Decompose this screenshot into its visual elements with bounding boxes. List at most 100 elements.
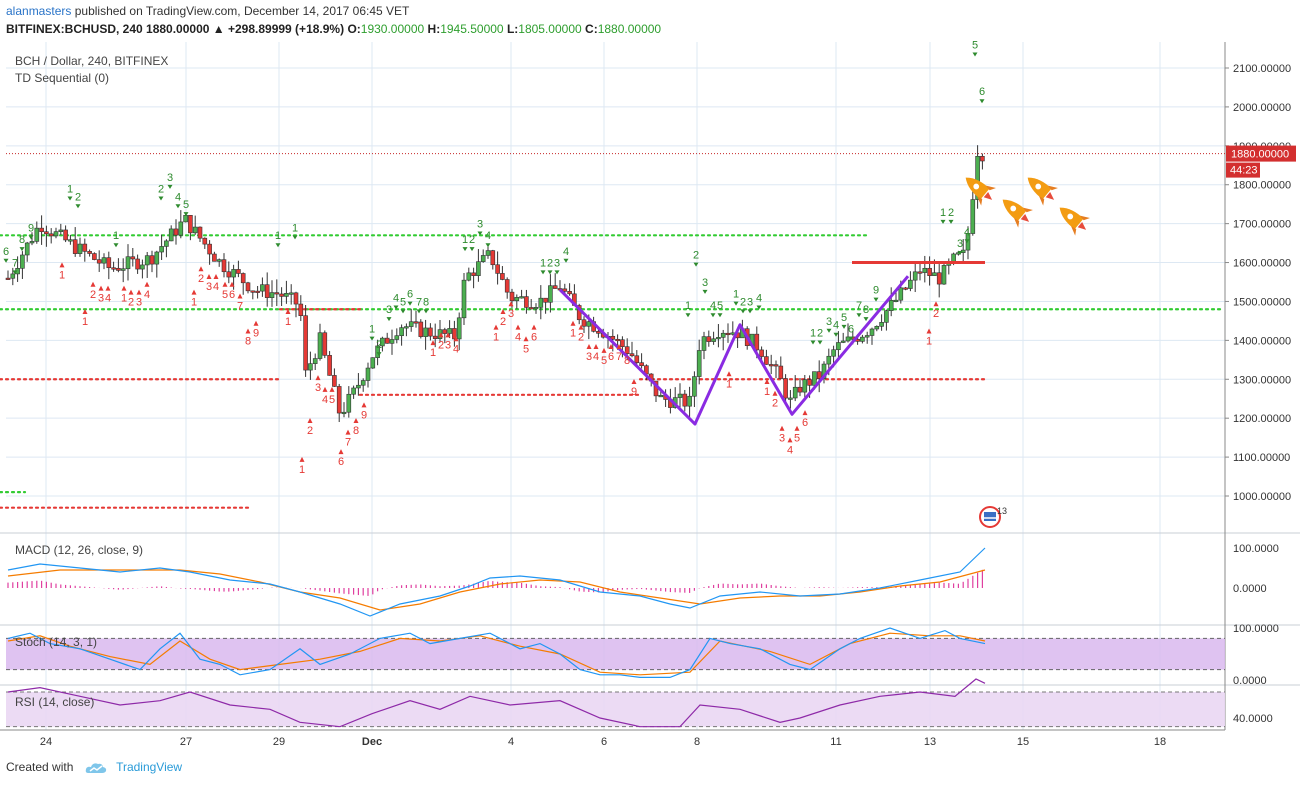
candle-body bbox=[725, 332, 731, 336]
author-link[interactable]: alanmasters bbox=[6, 4, 72, 18]
td-arrow-down bbox=[717, 313, 723, 318]
td-arrow-up bbox=[523, 336, 529, 342]
candle-body bbox=[221, 259, 227, 273]
td-arrow-up bbox=[726, 371, 732, 377]
candle-body bbox=[898, 287, 904, 301]
td-arrow-up bbox=[191, 289, 197, 295]
candle-body bbox=[111, 267, 116, 270]
candle-body bbox=[317, 332, 323, 359]
candle-body bbox=[432, 335, 438, 339]
rocket-fin bbox=[1071, 215, 1090, 236]
candle-body bbox=[884, 310, 889, 323]
td-count-green: 4 bbox=[833, 320, 839, 332]
candle-body bbox=[452, 328, 457, 340]
td-arrow-up bbox=[121, 285, 127, 291]
candle-body bbox=[879, 322, 884, 327]
rocket-flame bbox=[983, 192, 993, 200]
td-arrow-down bbox=[275, 243, 281, 248]
td-count-green: 3 bbox=[957, 238, 963, 250]
high-value: 1945.50000 bbox=[440, 22, 504, 36]
change-value: ▲ +298.89999 (+18.9%) bbox=[212, 22, 345, 36]
td-count-red: 4 bbox=[105, 293, 111, 305]
candle-body bbox=[384, 337, 390, 344]
td-count-green: 2 bbox=[469, 234, 475, 246]
candle-body bbox=[188, 215, 193, 234]
candle-body bbox=[917, 271, 923, 274]
td-count-green: 1 bbox=[462, 234, 468, 246]
candle-body bbox=[231, 269, 236, 278]
td-arrow-down bbox=[873, 297, 879, 302]
td-count-red: 5 bbox=[222, 289, 228, 301]
td-count-red: 4 bbox=[453, 343, 459, 355]
price-tick-label: 2100.00000 bbox=[1233, 63, 1291, 75]
rocket-window bbox=[1067, 213, 1074, 220]
price-tick-label: 1300.00000 bbox=[1233, 374, 1291, 386]
td-arrow-up bbox=[307, 417, 313, 423]
candle-body bbox=[303, 315, 308, 371]
td-count-green: 5 bbox=[400, 296, 406, 308]
td-arrow-up bbox=[578, 324, 584, 330]
candle-body bbox=[82, 243, 88, 252]
td-arrow-down bbox=[685, 313, 691, 318]
close-label: C: bbox=[585, 22, 598, 36]
candle-body bbox=[428, 327, 433, 337]
candle-body bbox=[92, 253, 97, 260]
candle-body bbox=[461, 279, 467, 319]
candle-body bbox=[140, 264, 145, 270]
td-count-red: 5 bbox=[794, 433, 800, 445]
td-count-green: 8 bbox=[863, 304, 869, 316]
candle-body bbox=[279, 293, 284, 297]
candle-body bbox=[308, 363, 313, 371]
ohlc-line: BITFINEX:BCHUSD, 240 1880.00000 ▲ +298.8… bbox=[6, 22, 661, 36]
macd-signal-line bbox=[7, 569, 986, 611]
td-arrow-down bbox=[3, 258, 9, 263]
tradingview-link[interactable]: TradingView bbox=[116, 760, 183, 774]
td-count-red: 2 bbox=[198, 273, 204, 285]
rocket-window bbox=[1010, 205, 1017, 212]
td-count-red: 5 bbox=[329, 394, 335, 406]
candle-body bbox=[687, 395, 692, 407]
rocket-flame bbox=[1077, 222, 1087, 230]
candle-body bbox=[840, 340, 846, 343]
footer: Created with TradingView bbox=[6, 760, 182, 774]
candle-body bbox=[404, 326, 409, 329]
td-arrow-down bbox=[477, 231, 483, 236]
td-arrow-down bbox=[856, 313, 862, 318]
td-count-red: 2 bbox=[500, 316, 506, 328]
last-price-tag bbox=[1226, 145, 1296, 162]
td-arrow-up bbox=[772, 390, 778, 396]
price-tick-label: 1500.00000 bbox=[1233, 296, 1291, 308]
td-arrow-up bbox=[253, 320, 259, 326]
candle-body bbox=[903, 287, 908, 290]
candle-body bbox=[34, 227, 40, 242]
symbol-label: BITFINEX:BCHUSD, 240 bbox=[6, 22, 143, 36]
stoch-band bbox=[6, 638, 1225, 670]
publish-text: published on TradingView.com, December 1… bbox=[74, 4, 410, 18]
high-label: H: bbox=[427, 22, 441, 36]
candle-body bbox=[610, 335, 616, 340]
td-count-red: 6 bbox=[338, 456, 344, 468]
flag-badge-icon: 13 bbox=[979, 506, 1007, 528]
td-arrow-down bbox=[740, 309, 746, 314]
td-arrow-down bbox=[175, 204, 181, 209]
candle-body bbox=[471, 272, 476, 276]
candle-body bbox=[874, 326, 880, 330]
candle-body bbox=[380, 337, 385, 347]
td-count-red: 1 bbox=[764, 386, 770, 398]
candle-body bbox=[346, 393, 352, 413]
td-count-red: 8 bbox=[353, 425, 359, 437]
macd-tick-label: 100.0000 bbox=[1233, 543, 1279, 555]
candle-body bbox=[908, 279, 913, 289]
td-arrow-up bbox=[315, 375, 321, 381]
candle-body bbox=[682, 393, 688, 407]
td-count-red: 7 bbox=[237, 300, 243, 312]
td-count-red: 1 bbox=[121, 293, 127, 305]
rsi-label: RSI (14, close) bbox=[15, 695, 94, 709]
candle-body bbox=[327, 355, 332, 376]
stoch-label: Stoch (14, 3, 1) bbox=[15, 635, 97, 649]
price-tick-label: 1700.00000 bbox=[1233, 219, 1291, 231]
td-arrow-up bbox=[285, 309, 291, 315]
td-label: TD Sequential (0) bbox=[15, 71, 109, 85]
